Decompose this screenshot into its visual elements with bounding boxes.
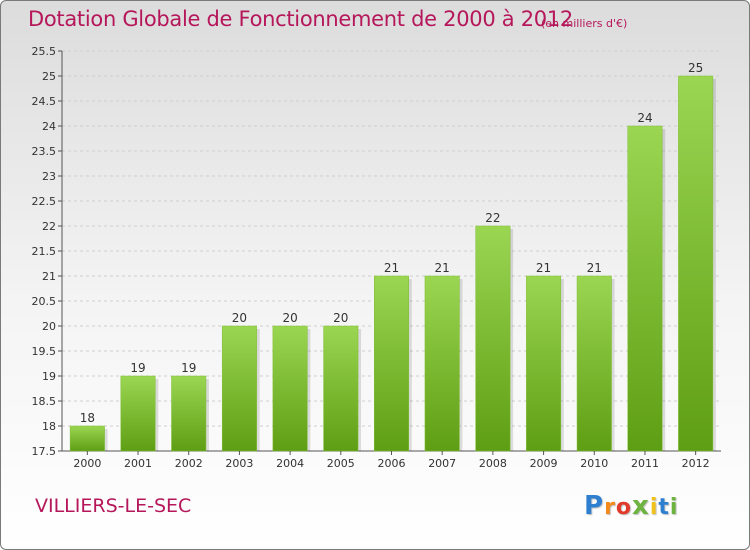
x-tick-label: 2004 <box>276 457 304 470</box>
data-label: 25 <box>688 61 703 75</box>
logo-letter: x <box>632 491 650 521</box>
data-label: 18 <box>80 411 95 425</box>
x-tick-label: 2008 <box>479 457 507 470</box>
bar <box>424 275 460 452</box>
y-tick-label: 22.5 <box>32 195 57 208</box>
data-label: 21 <box>536 261 551 275</box>
data-label: 19 <box>181 361 196 375</box>
x-tick-label: 2010 <box>580 457 608 470</box>
y-tick-label: 20 <box>42 320 56 333</box>
proxiti-logo: Proxiti <box>584 491 678 521</box>
data-label: 20 <box>232 311 247 325</box>
y-tick-label: 24.5 <box>32 95 57 108</box>
x-tick-label: 2002 <box>175 457 203 470</box>
x-tick-label: 2000 <box>73 457 101 470</box>
bar <box>323 325 359 452</box>
logo-letter: o <box>615 495 633 520</box>
bar <box>120 375 156 452</box>
y-axis-ticks: 17.5 18 18.5 19 19.5 20 20.5 21 21.5 22 22.5 23 23.5… <box>32 45 62 458</box>
data-label: 20 <box>282 311 297 325</box>
chart-title: Dotation Globale de Fonctionnement de 20… <box>28 7 573 31</box>
y-tick-label: 23 <box>42 170 56 183</box>
y-tick-label: 22 <box>42 220 56 233</box>
bar <box>526 275 562 452</box>
data-label: 21 <box>435 261 450 275</box>
bar <box>678 75 714 452</box>
x-tick-label: 2007 <box>428 457 456 470</box>
bars <box>69 75 716 452</box>
x-tick-label: 2005 <box>327 457 355 470</box>
x-tick-label: 2003 <box>225 457 253 470</box>
x-tick-label: 2012 <box>682 457 710 470</box>
logo-letter: r <box>604 495 616 520</box>
y-tick-label: 25 <box>42 70 56 83</box>
data-label: 22 <box>485 211 500 225</box>
x-tick-label: 2006 <box>378 457 406 470</box>
data-label: 19 <box>130 361 145 375</box>
y-tick-label: 25.5 <box>32 45 57 58</box>
logo-letter: P <box>584 491 605 521</box>
data-labels: 18 19 19 20 20 20 21 21 22 21 21 24 25 <box>80 61 704 425</box>
logo-letter: i <box>669 495 679 520</box>
bar <box>272 325 308 452</box>
y-tick-label: 23.5 <box>32 145 57 158</box>
logo-letter: i <box>649 495 659 520</box>
bar <box>627 125 663 452</box>
bar <box>576 275 612 452</box>
x-tick-label: 2011 <box>631 457 659 470</box>
logo-letter: t <box>658 495 670 520</box>
y-tick-label: 18.5 <box>32 395 57 408</box>
y-tick-label: 24 <box>42 120 56 133</box>
bar <box>221 325 257 452</box>
data-label: 20 <box>333 311 348 325</box>
commune-name: VILLIERS-LE-SEC <box>35 495 192 517</box>
y-tick-label: 17.5 <box>32 445 57 458</box>
x-axis-ticks: 2000 2001 2002 2003 2004 2005 2006 2007 2008 2009… <box>73 451 710 470</box>
bar <box>171 375 207 452</box>
bar <box>374 275 409 452</box>
data-label: 24 <box>637 111 652 125</box>
x-tick-label: 2001 <box>124 457 152 470</box>
chart-subtitle: (en milliers d'€) <box>541 17 628 30</box>
y-tick-label: 18 <box>42 420 56 433</box>
y-tick-label: 21 <box>42 270 56 283</box>
y-tick-label: 19 <box>42 370 56 383</box>
bar <box>475 225 511 452</box>
bar <box>69 425 105 452</box>
y-tick-label: 20.5 <box>32 295 57 308</box>
data-label: 21 <box>587 261 602 275</box>
data-label: 21 <box>384 261 399 275</box>
y-tick-label: 21.5 <box>32 245 57 258</box>
y-tick-label: 19.5 <box>32 345 57 358</box>
x-tick-label: 2009 <box>530 457 558 470</box>
